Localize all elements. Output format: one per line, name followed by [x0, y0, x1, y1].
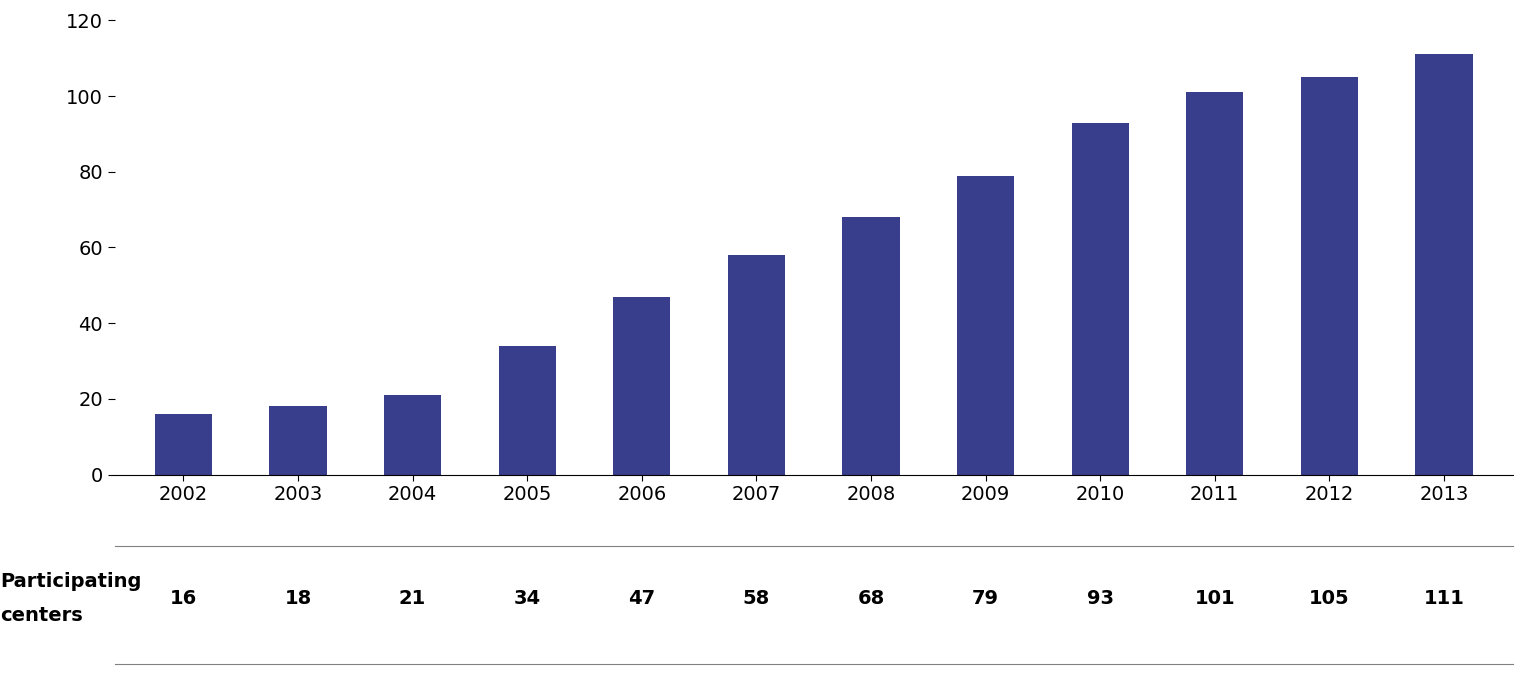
Text: 34: 34 — [513, 589, 541, 608]
Text: 58: 58 — [743, 589, 770, 608]
Text: 111: 111 — [1424, 589, 1464, 608]
Text: 18: 18 — [284, 589, 312, 608]
Bar — [957, 176, 1015, 475]
Bar — [1186, 92, 1244, 475]
Text: 68: 68 — [857, 589, 885, 608]
Text: 47: 47 — [628, 589, 656, 608]
Bar — [498, 346, 556, 475]
Text: Participating: Participating — [0, 572, 142, 591]
Text: 21: 21 — [399, 589, 426, 608]
Bar — [727, 255, 785, 475]
Bar — [613, 297, 671, 475]
Bar — [384, 395, 442, 475]
Text: 101: 101 — [1195, 589, 1235, 608]
Bar — [1300, 77, 1358, 475]
Bar — [154, 414, 212, 475]
Bar — [842, 217, 900, 475]
Bar — [269, 406, 327, 475]
Text: centers: centers — [0, 605, 83, 625]
Text: 79: 79 — [972, 589, 999, 608]
Text: 105: 105 — [1309, 589, 1349, 608]
Text: 16: 16 — [170, 589, 197, 608]
Bar — [1415, 54, 1473, 475]
Bar — [1071, 123, 1129, 475]
Text: 93: 93 — [1086, 589, 1114, 608]
